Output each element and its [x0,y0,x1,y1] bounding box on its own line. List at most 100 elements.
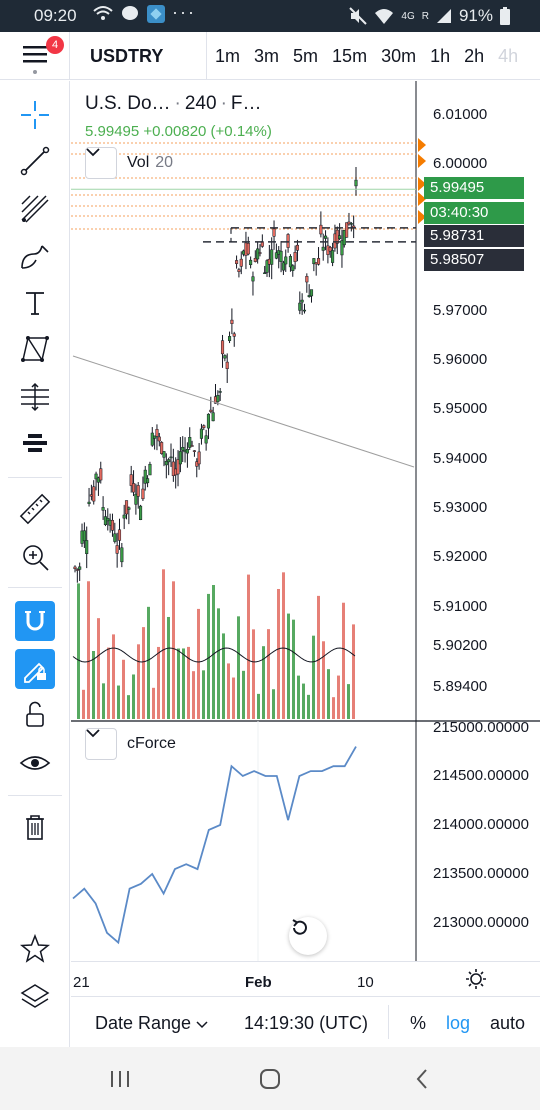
candle-body [181,446,185,451]
delete-tool[interactable] [11,807,59,847]
crosshair-tool[interactable] [11,95,59,135]
fib-icon [21,195,49,223]
time-axis[interactable]: 21 Feb 10 [71,961,540,995]
candle-body [164,461,168,466]
cforce-axis-label: 213000.00000 [433,914,529,931]
unlock-tool[interactable] [11,695,59,735]
timeframe-15m[interactable]: 15m [332,46,368,66]
main-menu-button[interactable]: 4 [0,32,70,80]
pattern-tool[interactable] [11,329,59,369]
candle-body [204,435,208,444]
candle-body [340,240,344,256]
candle-body [120,547,124,563]
indicators-tool[interactable] [11,423,59,463]
fib-tool[interactable] [11,189,59,229]
chart-canvas[interactable] [71,81,540,961]
candle-body [345,222,349,238]
candle-body [75,569,79,571]
timeframe-5m[interactable]: 5m [293,46,319,66]
more-notifications-icon: ··· [172,2,196,22]
log-scale-toggle[interactable]: log [446,1013,471,1033]
signal-icon [436,9,451,23]
candle-body [295,244,300,251]
trend-line-tool[interactable] [11,141,59,181]
percent-scale-toggle[interactable]: % [410,1013,427,1033]
candle-body [82,530,86,542]
price-axis-label: 5.95000 [433,400,488,417]
volume-bar [307,694,310,719]
volume-bar [247,574,250,719]
volume-bar [332,697,335,719]
crosshair-icon [21,101,49,129]
legend-quote: 5.99495 +0.00820 (+0.14%) [85,123,272,140]
auto-scale-toggle[interactable]: auto [490,1013,526,1033]
text-tool[interactable] [11,283,59,323]
volume-collapse-button[interactable] [85,147,117,179]
ruler-tool[interactable] [11,489,59,529]
alert-marker [418,210,426,224]
candle-body [110,520,115,531]
status-time: 09:20 [34,6,77,25]
symbol-search-button[interactable]: USDTRY [90,46,164,66]
candle-body [216,395,220,403]
magnet-tool[interactable] [15,601,55,641]
candle-body [324,235,328,239]
recent-apps-icon [111,1071,129,1087]
candle-body [185,448,189,454]
visibility-tool[interactable] [11,743,59,783]
candle-body [192,450,196,452]
candle-body [316,258,321,265]
candle-body [218,391,222,393]
legend-interval: 240 [184,93,217,114]
price-axis-label: 5.92000 [433,548,488,565]
date-range-button[interactable]: Date Range [95,1013,208,1034]
lock-drawings-tool[interactable] [15,649,55,689]
wifi-icon [375,9,394,24]
candle-body [251,276,255,282]
candle-body [270,249,274,265]
back-button[interactable] [402,1065,442,1093]
candle-body [302,309,307,312]
timeframe-30m[interactable]: 30m [381,46,417,66]
price-axis-label: 5.97000 [433,302,488,319]
cforce-collapse-button[interactable] [85,728,117,760]
volume-bar [267,629,270,719]
chart-area[interactable]: U.S. Do… · 240 · F… 5.99495 +0.00820 (+0.14%… [71,81,540,995]
pattern-icon [21,336,49,362]
object-tree-tool[interactable] [11,977,59,1017]
candle-body [279,250,283,262]
brush-tool[interactable] [11,237,59,277]
candle-body [157,436,161,442]
zoom-in-tool[interactable] [11,537,59,577]
candle-body [131,483,136,493]
volume-bar [287,613,290,719]
eye-icon [19,756,51,770]
timeframe-3m[interactable]: 3m [254,46,280,66]
candle-body [235,260,239,264]
home-button[interactable] [250,1065,290,1093]
volume-bar [257,693,260,719]
candle-body [136,485,140,497]
timeframe-2h[interactable]: 2h [464,46,485,66]
recent-apps-button[interactable] [100,1065,140,1093]
timeframe-4h[interactable]: 4h [498,46,519,66]
candle-body [122,514,126,519]
volume-bar [342,602,345,719]
prediction-tool[interactable] [11,377,59,417]
main-legend[interactable]: U.S. Do… · 240 · F… [85,93,262,115]
notification-badge: 4 [46,36,64,54]
utc-clock[interactable]: 14:19:30 (UTC) [244,1013,369,1033]
timeframe-1m[interactable]: 1m [215,46,241,66]
candle-body [94,473,98,480]
volume-bar [322,641,325,719]
chevron-down-icon [196,1021,208,1029]
volume-bar [107,647,110,719]
timeframe-1h[interactable]: 1h [430,46,451,66]
volume-bar [147,606,150,719]
reset-chart-button[interactable] [289,917,327,955]
price-axis-label: 6.00000 [433,155,488,172]
trash-icon [26,815,44,840]
volume-bar [347,684,350,719]
cforce-axis-label: 214000.00000 [433,816,529,833]
favorites-tool[interactable] [11,929,59,969]
